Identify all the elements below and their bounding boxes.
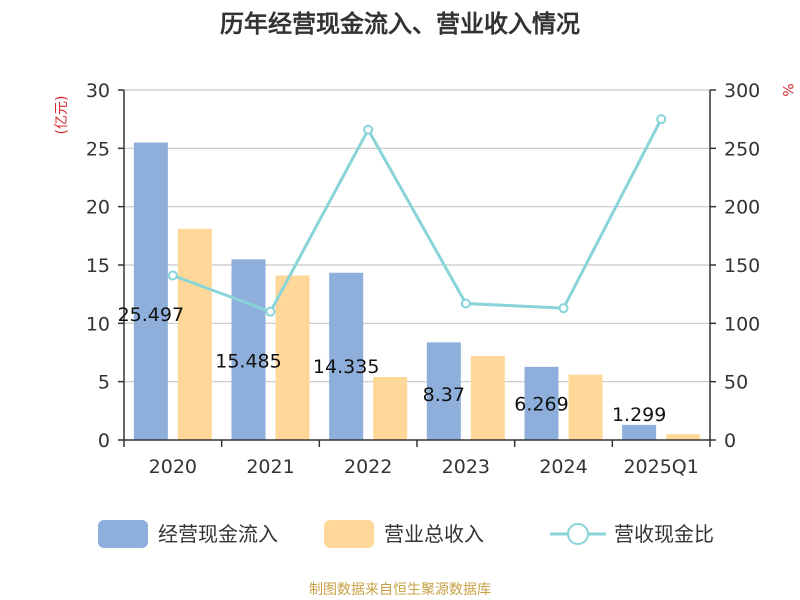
bar-revenue [568,374,603,440]
gridlines [124,89,710,383]
legend-label: 经营现金流入 [158,522,278,546]
data-label: 6.269 [514,394,568,416]
ratio-point [558,303,569,314]
legend-swatch [324,520,374,548]
bar-revenue [373,377,408,440]
data-label: 1.299 [612,404,666,426]
y-left-tick-label: 5 [98,372,110,394]
ratio-point [167,270,178,281]
y-right-unit: % [779,83,795,96]
legend: 经营现金流入 营业总收入 营收现金比 [98,520,714,548]
x-tick-label: 2020 [149,456,197,478]
bar-revenue [275,275,310,440]
y-left-tick-label: 20 [86,197,110,219]
ratio-line [172,118,663,314]
y-left-tick-label: 10 [86,313,110,335]
bars-group [133,142,701,440]
bar-cash-inflow [426,342,461,440]
data-label: 8.37 [423,384,465,406]
y-right-tick-label: 200 [724,197,760,219]
y-left-tick-label: 0 [98,430,110,452]
ratio-point [265,306,276,317]
ratio-point [363,124,374,135]
data-labels: 25.497 15.485 14.335 8.37 6.269 1.299 [118,304,667,426]
y-left-unit: (亿元) [54,96,70,135]
y-right-tick-label: 50 [724,372,748,394]
legend-swatch [98,520,148,548]
bar-cash-inflow [133,142,168,440]
y-right-tick-label: 150 [724,255,760,277]
ratio-point [656,114,667,125]
y-left-tick-label: 15 [86,255,110,277]
data-label: 15.485 [215,351,281,373]
x-tick-label: 2025Q1 [623,456,698,478]
bar-revenue [666,434,701,440]
ratio-point [460,298,471,309]
bar-cash-inflow [231,259,266,440]
y-right-tick-label: 300 [724,80,760,102]
x-tick-label: 2024 [539,456,587,478]
y-left-tick-label: 30 [86,80,110,102]
legend-label: 营收现金比 [614,522,714,546]
chart-title: 历年经营现金流入、营业收入情况 [220,10,580,38]
legend-line-marker [567,523,589,545]
source-note: 制图数据来自恒生聚源数据库 [309,582,491,598]
data-label: 14.335 [313,356,379,378]
ratio-line-group [167,114,667,317]
y-right-tick-label: 100 [724,313,760,335]
y-right-tick-label: 0 [724,430,736,452]
y-right-tick-label: 250 [724,138,760,160]
y-left-tick-label: 25 [86,138,110,160]
bar-revenue [470,356,505,440]
x-tick-label: 2023 [442,456,490,478]
data-label: 25.497 [118,304,184,326]
x-tick-label: 2021 [246,456,294,478]
bar-revenue [177,228,212,440]
bar-cash-inflow [622,424,657,440]
legend-label: 营业总收入 [384,522,484,546]
bar-cash-inflow [524,366,559,440]
x-tick-label: 2022 [344,456,392,478]
bar-cash-inflow [329,272,364,440]
axes [118,89,716,447]
